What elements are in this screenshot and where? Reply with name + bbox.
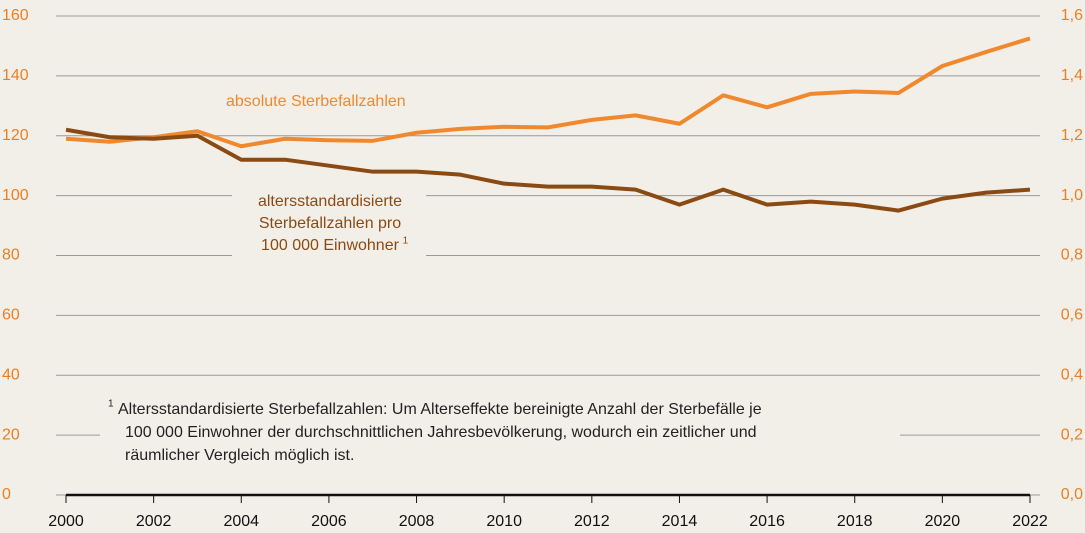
y2-tick-label: 1,2 bbox=[1061, 127, 1083, 144]
x-tick-label: 2018 bbox=[837, 513, 873, 530]
x-tick-label: 2022 bbox=[1012, 513, 1048, 530]
series-label: Sterbefallzahlen pro bbox=[259, 215, 401, 232]
series-label: altersstandardisierte bbox=[258, 193, 402, 210]
y2-tick-label: 0,6 bbox=[1061, 307, 1083, 324]
y-tick-label: 20 bbox=[2, 426, 20, 443]
y2-tick-label: 0,8 bbox=[1061, 247, 1083, 264]
label-bg bbox=[100, 396, 900, 468]
y2-tick-label: 0,2 bbox=[1061, 426, 1083, 443]
label-bg bbox=[232, 190, 426, 270]
x-tick-label: 2016 bbox=[749, 513, 785, 530]
y-tick-label: 60 bbox=[2, 307, 20, 324]
y2-tick-label: 0,0 bbox=[1061, 486, 1083, 503]
y-tick-label: 160 bbox=[2, 7, 29, 24]
series-label: absolute Sterbefallzahlen bbox=[226, 93, 406, 110]
x-tick-label: 2020 bbox=[925, 513, 961, 530]
footnote-marker: 1 bbox=[108, 399, 114, 410]
y-tick-label: 100 bbox=[2, 187, 29, 204]
y-tick-label: 140 bbox=[2, 67, 29, 84]
footnote-text: Altersstandardisierte Sterbefallzahlen: … bbox=[118, 401, 762, 418]
y-tick-label: 120 bbox=[2, 127, 29, 144]
x-tick-label: 2002 bbox=[136, 513, 172, 530]
x-tick-label: 2012 bbox=[574, 513, 610, 530]
series-line bbox=[65, 127, 1031, 213]
x-tick-label: 2008 bbox=[399, 513, 435, 530]
y2-tick-label: 1,4 bbox=[1061, 67, 1083, 84]
y-tick-label: 0 bbox=[2, 486, 11, 503]
label-bg bbox=[222, 84, 450, 110]
series-label: 100 000 Einwohner bbox=[261, 237, 400, 254]
series-label-sup: 1 bbox=[403, 236, 409, 247]
footnote-text: räumlicher Vergleich möglich ist. bbox=[125, 447, 354, 464]
x-tick-label: 2004 bbox=[223, 513, 259, 530]
y2-tick-label: 1,0 bbox=[1061, 187, 1083, 204]
x-tick-label: 2014 bbox=[662, 513, 698, 530]
x-tick-label: 2010 bbox=[486, 513, 522, 530]
y2-tick-label: 0,4 bbox=[1061, 366, 1083, 383]
y-tick-label: 80 bbox=[2, 247, 20, 264]
y2-tick-label: 1,6 bbox=[1061, 7, 1083, 24]
y-tick-label: 40 bbox=[2, 366, 20, 383]
footnote-text: 100 000 Einwohner der durchschnittlichen… bbox=[125, 424, 757, 441]
x-tick-label: 2006 bbox=[311, 513, 347, 530]
series-line bbox=[65, 36, 1031, 149]
x-tick-label: 2000 bbox=[48, 513, 84, 530]
